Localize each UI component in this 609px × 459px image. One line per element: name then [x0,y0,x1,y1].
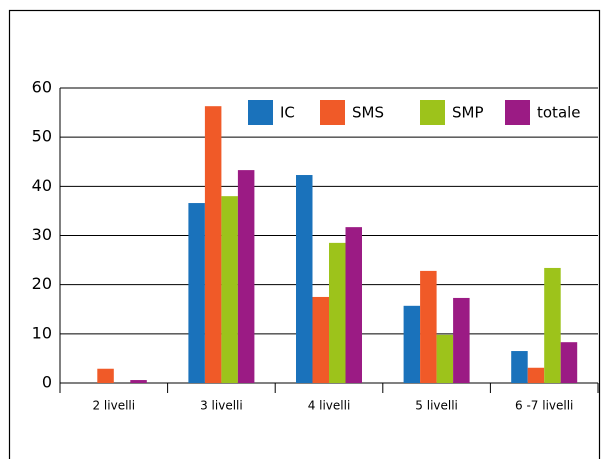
bar [188,203,205,383]
legend-swatch [248,100,273,125]
legend-swatch [420,100,445,125]
bar [312,296,329,383]
x-tick-label: 6 -7 livelli [515,399,573,413]
bar [204,106,222,384]
x-tick-label: 2 livelli [92,399,135,413]
x-tick-label: 4 livelli [308,399,351,413]
legend-label: IC [280,104,295,122]
y-tick-label: 60 [32,78,52,97]
legend-swatch [505,100,530,125]
bar [420,270,437,383]
frame [8,9,601,459]
bar [97,368,114,383]
y-tick-label: 0 [42,373,52,392]
bar [130,380,147,383]
bar [345,227,362,383]
bar [296,175,313,383]
bar [237,170,255,383]
bar [453,297,470,383]
x-tick-label: 5 livelli [415,399,458,413]
bar [329,242,346,383]
bar [221,196,238,383]
bar [403,305,421,383]
y-tick-label: 50 [32,127,52,146]
bar [436,334,454,383]
y-tick-label: 20 [32,274,52,293]
legend-label: totale [537,104,581,122]
y-tick-label: 10 [32,323,52,342]
legend-label: SMS [352,104,384,122]
y-tick-label: 30 [32,225,52,244]
legend-label: SMP [452,104,484,122]
x-tick-label: 3 livelli [200,399,243,413]
bar [544,267,561,383]
bar [527,367,545,383]
bar [560,342,578,383]
legend-swatch [320,100,345,125]
y-tick-label: 40 [32,176,52,195]
bar [511,351,528,383]
